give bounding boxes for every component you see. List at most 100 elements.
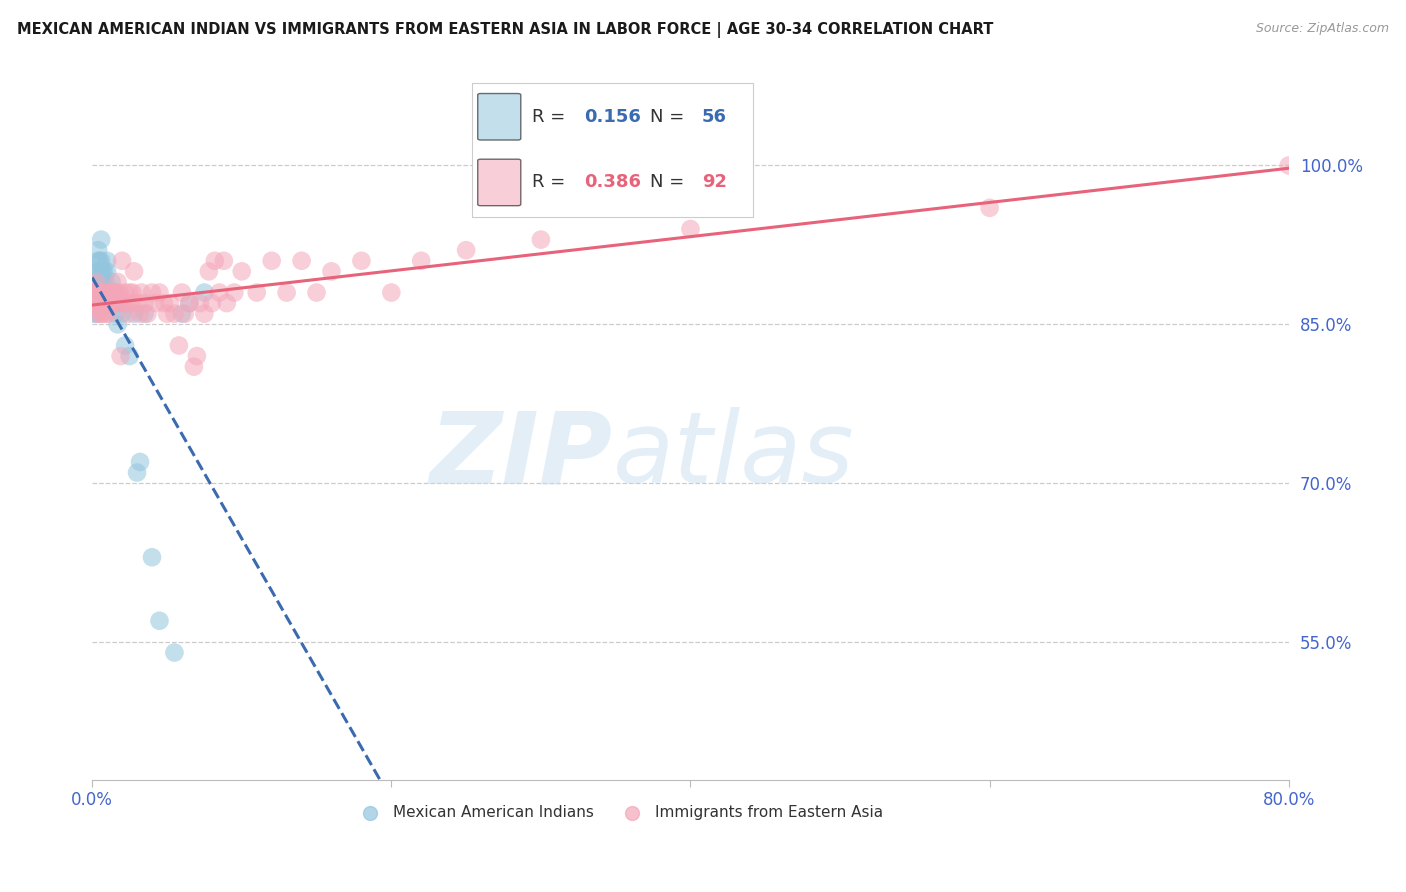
Point — [86, 285, 108, 300]
Point — [90, 253, 112, 268]
Point — [86, 296, 108, 310]
Point — [136, 307, 159, 321]
Point — [91, 264, 114, 278]
Point — [120, 296, 142, 310]
Point — [107, 318, 129, 332]
Point — [183, 359, 205, 374]
Point — [94, 285, 117, 300]
Point — [112, 296, 135, 310]
Point — [90, 307, 112, 321]
Point — [105, 307, 128, 321]
Point — [125, 466, 148, 480]
Point — [93, 296, 115, 310]
Point — [215, 296, 238, 310]
Point — [87, 296, 110, 310]
Point — [89, 296, 111, 310]
Point — [170, 307, 193, 321]
Text: ZIP: ZIP — [430, 407, 613, 504]
Point — [114, 338, 136, 352]
Point — [98, 296, 121, 310]
Point — [350, 253, 373, 268]
Point — [90, 285, 112, 300]
Point — [86, 307, 108, 321]
Text: Source: ZipAtlas.com: Source: ZipAtlas.com — [1256, 22, 1389, 36]
Point — [260, 253, 283, 268]
Point — [679, 222, 702, 236]
Point — [456, 243, 478, 257]
Point — [163, 307, 186, 321]
Point — [101, 285, 124, 300]
Point — [188, 296, 211, 310]
Point — [84, 296, 107, 310]
Point — [276, 285, 298, 300]
Point — [321, 264, 343, 278]
Point — [979, 201, 1001, 215]
Point — [90, 264, 112, 278]
Point — [198, 264, 221, 278]
Point — [114, 285, 136, 300]
Point — [530, 233, 553, 247]
Point — [90, 296, 112, 310]
Point — [87, 285, 110, 300]
Point — [117, 307, 139, 321]
Point — [91, 296, 114, 310]
Point — [110, 349, 132, 363]
Point — [87, 264, 110, 278]
Point — [104, 296, 127, 310]
Point — [129, 307, 152, 321]
Point — [100, 296, 122, 310]
Point — [121, 285, 143, 300]
Point — [212, 253, 235, 268]
Point — [167, 338, 190, 352]
Point — [89, 285, 111, 300]
Point — [89, 285, 111, 300]
Point — [98, 296, 121, 310]
Point — [94, 285, 117, 300]
Point — [108, 285, 131, 300]
Point — [91, 296, 114, 310]
Point — [170, 285, 193, 300]
Point — [246, 285, 269, 300]
Point — [93, 264, 115, 278]
Point — [100, 275, 122, 289]
Point — [105, 296, 128, 310]
Point — [100, 285, 122, 300]
Point — [89, 285, 111, 300]
Point — [87, 253, 110, 268]
Point — [89, 264, 111, 278]
Point — [84, 296, 107, 310]
Point — [98, 285, 121, 300]
Point — [97, 296, 120, 310]
Point — [411, 253, 433, 268]
Point — [208, 285, 231, 300]
Point — [134, 296, 156, 310]
Point — [97, 307, 120, 321]
Point — [89, 296, 111, 310]
Point — [83, 307, 105, 321]
Point — [96, 285, 118, 300]
Point — [97, 285, 120, 300]
Point — [186, 349, 208, 363]
Point — [91, 285, 114, 300]
Point — [111, 253, 134, 268]
Point — [83, 296, 105, 310]
Point — [305, 285, 328, 300]
Point — [93, 285, 115, 300]
Text: MEXICAN AMERICAN INDIAN VS IMMIGRANTS FROM EASTERN ASIA IN LABOR FORCE | AGE 30-: MEXICAN AMERICAN INDIAN VS IMMIGRANTS FR… — [17, 22, 993, 38]
Point — [101, 296, 124, 310]
Point — [84, 285, 107, 300]
Point — [90, 233, 112, 247]
Point — [84, 296, 107, 310]
Point — [91, 307, 114, 321]
Point — [174, 307, 197, 321]
Point — [90, 296, 112, 310]
Point — [89, 296, 111, 310]
Point — [90, 285, 112, 300]
Point — [111, 307, 134, 321]
Point — [134, 307, 156, 321]
Point — [148, 614, 170, 628]
Point — [156, 307, 179, 321]
Point — [93, 296, 115, 310]
Point — [115, 296, 138, 310]
Point — [91, 285, 114, 300]
